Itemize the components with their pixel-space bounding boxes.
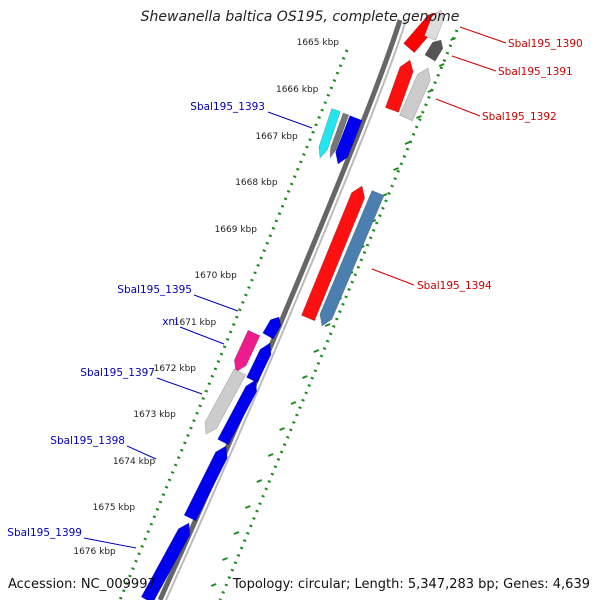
leader-line [83, 537, 137, 549]
kbp-tick-label: 1676 kbp [73, 547, 116, 557]
gene-sbal195-1398-blue [217, 379, 257, 446]
minor-tick [210, 583, 217, 587]
minor-tick [301, 375, 308, 379]
gene-label-forward: Sbal195_1391 [498, 66, 573, 78]
gene-sbal195-1392-red [385, 59, 414, 113]
gene-label-reverse: Sbal195_1393 [190, 101, 265, 113]
gene-sbal195-1392-grey [399, 67, 431, 122]
minor-tick [279, 427, 285, 431]
gene-sbal195-1394-blue [319, 190, 385, 327]
gene-label-reverse: Sbal195_1398 [50, 435, 125, 447]
kbp-tick-label: 1675 kbp [93, 503, 136, 513]
gene-sbal195-1394-red [301, 185, 366, 322]
leader-line [156, 377, 203, 395]
gene-label-reverse: Sbal195_1399 [7, 527, 82, 539]
gene-sbal195-1390b [424, 9, 444, 41]
gene-sbal195-1393-grey [329, 112, 350, 159]
map-title: Shewanella baltica OS195, complete genom… [140, 9, 460, 25]
leader-line [371, 268, 415, 286]
kbp-tick-label: 1672 kbp [154, 364, 197, 374]
minor-tick [450, 37, 456, 41]
minor-tick [404, 141, 411, 145]
gene-xni [233, 329, 261, 373]
minor-tick [290, 401, 297, 405]
kbp-tick-label: 1667 kbp [255, 132, 298, 142]
minor-tick [267, 453, 274, 457]
kbp-tick-label: 1670 kbp [194, 271, 237, 281]
minor-tick [222, 557, 228, 561]
leader-line [193, 294, 239, 312]
gene-sbal195-1399 [140, 522, 191, 600]
minor-tick [393, 167, 399, 171]
gene-sbal195-1393-cyan [318, 108, 341, 159]
gene-sbal195-1393-blue [335, 115, 363, 165]
leader-line [435, 98, 481, 117]
leader-line [126, 445, 157, 460]
topology-label: Topology: circular; Length: 5,347,283 bp… [232, 577, 590, 592]
kbp-tick-label: 1671 kbp [174, 318, 217, 328]
accession-label: Accession: NC_009997 [8, 577, 156, 592]
leader-line [451, 55, 497, 72]
gene-sbal195-1398b [183, 445, 228, 522]
gene-sbal195-1391 [424, 39, 444, 62]
gene-label-reverse: Sbal195_1397 [80, 367, 155, 379]
kbp-tick-label: 1669 kbp [215, 225, 258, 235]
minor-tick [438, 63, 445, 67]
gene-label-forward: Sbal195_1392 [482, 111, 557, 123]
minor-tick [313, 349, 320, 353]
leader-line [267, 111, 313, 129]
minor-tick [416, 115, 422, 119]
minor-tick [244, 505, 251, 509]
gene-sbal195-1397-grey [204, 368, 247, 435]
kbp-tick-label: 1674 kbp [113, 457, 156, 467]
gene-label-reverse: xni [162, 316, 178, 328]
minor-tick [427, 89, 434, 93]
kbp-tick-label: 1666 kbp [276, 85, 319, 95]
kbp-tick-label: 1665 kbp [297, 38, 340, 48]
gene-label-reverse: Sbal195_1395 [117, 284, 192, 296]
leader-line [459, 26, 507, 44]
minor-tick [324, 323, 331, 327]
minor-tick [256, 479, 263, 483]
gene-sbal195-1397-blue [246, 342, 272, 383]
kbp-tick-label: 1673 kbp [133, 410, 176, 420]
genome-backbone-edge [165, 19, 407, 600]
gene-sbal195-1395-blue [262, 316, 282, 340]
leader-line [179, 326, 225, 345]
minor-tick [233, 531, 240, 535]
tick-ring-inner [118, 49, 349, 600]
kbp-tick-label: 1668 kbp [235, 178, 278, 188]
gene-label-forward: Sbal195_1394 [417, 280, 492, 292]
gene-label-forward: Sbal195_1390 [508, 38, 583, 50]
